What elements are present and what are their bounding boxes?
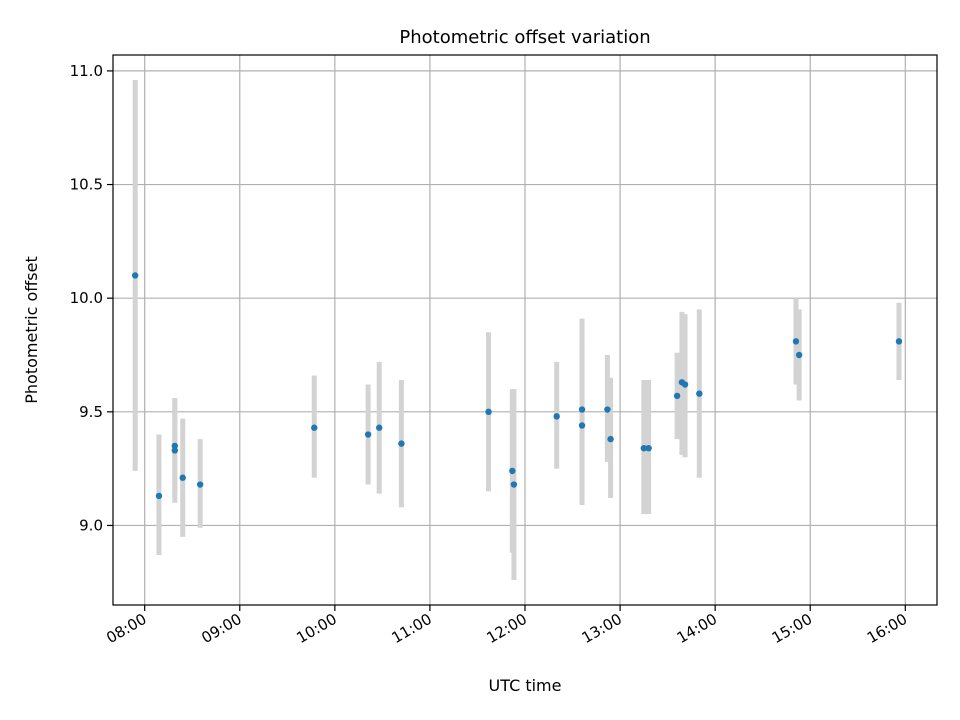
data-point: [155, 492, 163, 500]
y-axis-title: Photometric offset: [22, 256, 41, 404]
data-point: [895, 338, 903, 345]
data-point: [171, 442, 178, 450]
data-point: [607, 435, 614, 443]
x-tick-label: 11:00: [388, 610, 434, 647]
data-point: [376, 424, 383, 431]
data-point: [509, 467, 516, 475]
data-point: [179, 474, 186, 481]
data-point: [696, 390, 703, 397]
chart-title: Photometric offset variation: [399, 27, 650, 48]
x-tick-label: 10:00: [293, 610, 339, 647]
data-point: [364, 431, 372, 438]
data-point: [792, 338, 800, 345]
data-points: [131, 272, 903, 500]
data-point: [485, 408, 492, 416]
error-bars: [132, 80, 902, 580]
data-point: [578, 422, 586, 429]
x-tick-label: 15:00: [769, 610, 815, 647]
data-point: [604, 406, 611, 413]
x-tick-label: 09:00: [198, 610, 244, 647]
x-tick-label: 13:00: [579, 610, 625, 647]
data-point: [640, 444, 648, 452]
x-tick-label: 16:00: [864, 610, 910, 647]
data-point: [645, 444, 652, 452]
data-point: [681, 381, 689, 388]
data-point: [171, 447, 178, 454]
x-tick-label: 12:00: [484, 610, 530, 647]
data-point: [795, 351, 803, 359]
data-point: [311, 424, 318, 431]
y-tick-label: 10.5: [70, 176, 103, 194]
x-tick-label: 14:00: [674, 610, 720, 647]
data-point: [510, 481, 518, 488]
x-tick-label: 08:00: [103, 610, 149, 647]
data-point: [553, 413, 560, 420]
data-point: [131, 272, 139, 279]
y-tick-label: 9.0: [79, 516, 103, 534]
y-tick-label: 10.0: [70, 289, 103, 307]
data-point: [578, 406, 586, 413]
data-point: [398, 440, 405, 447]
data-point: [673, 392, 681, 400]
data-point: [196, 481, 204, 488]
grid-lines: [113, 55, 937, 605]
y-tick-label: 11.0: [70, 62, 103, 80]
x-axis-title: UTC time: [489, 676, 562, 695]
y-tick-label: 9.5: [79, 403, 103, 421]
